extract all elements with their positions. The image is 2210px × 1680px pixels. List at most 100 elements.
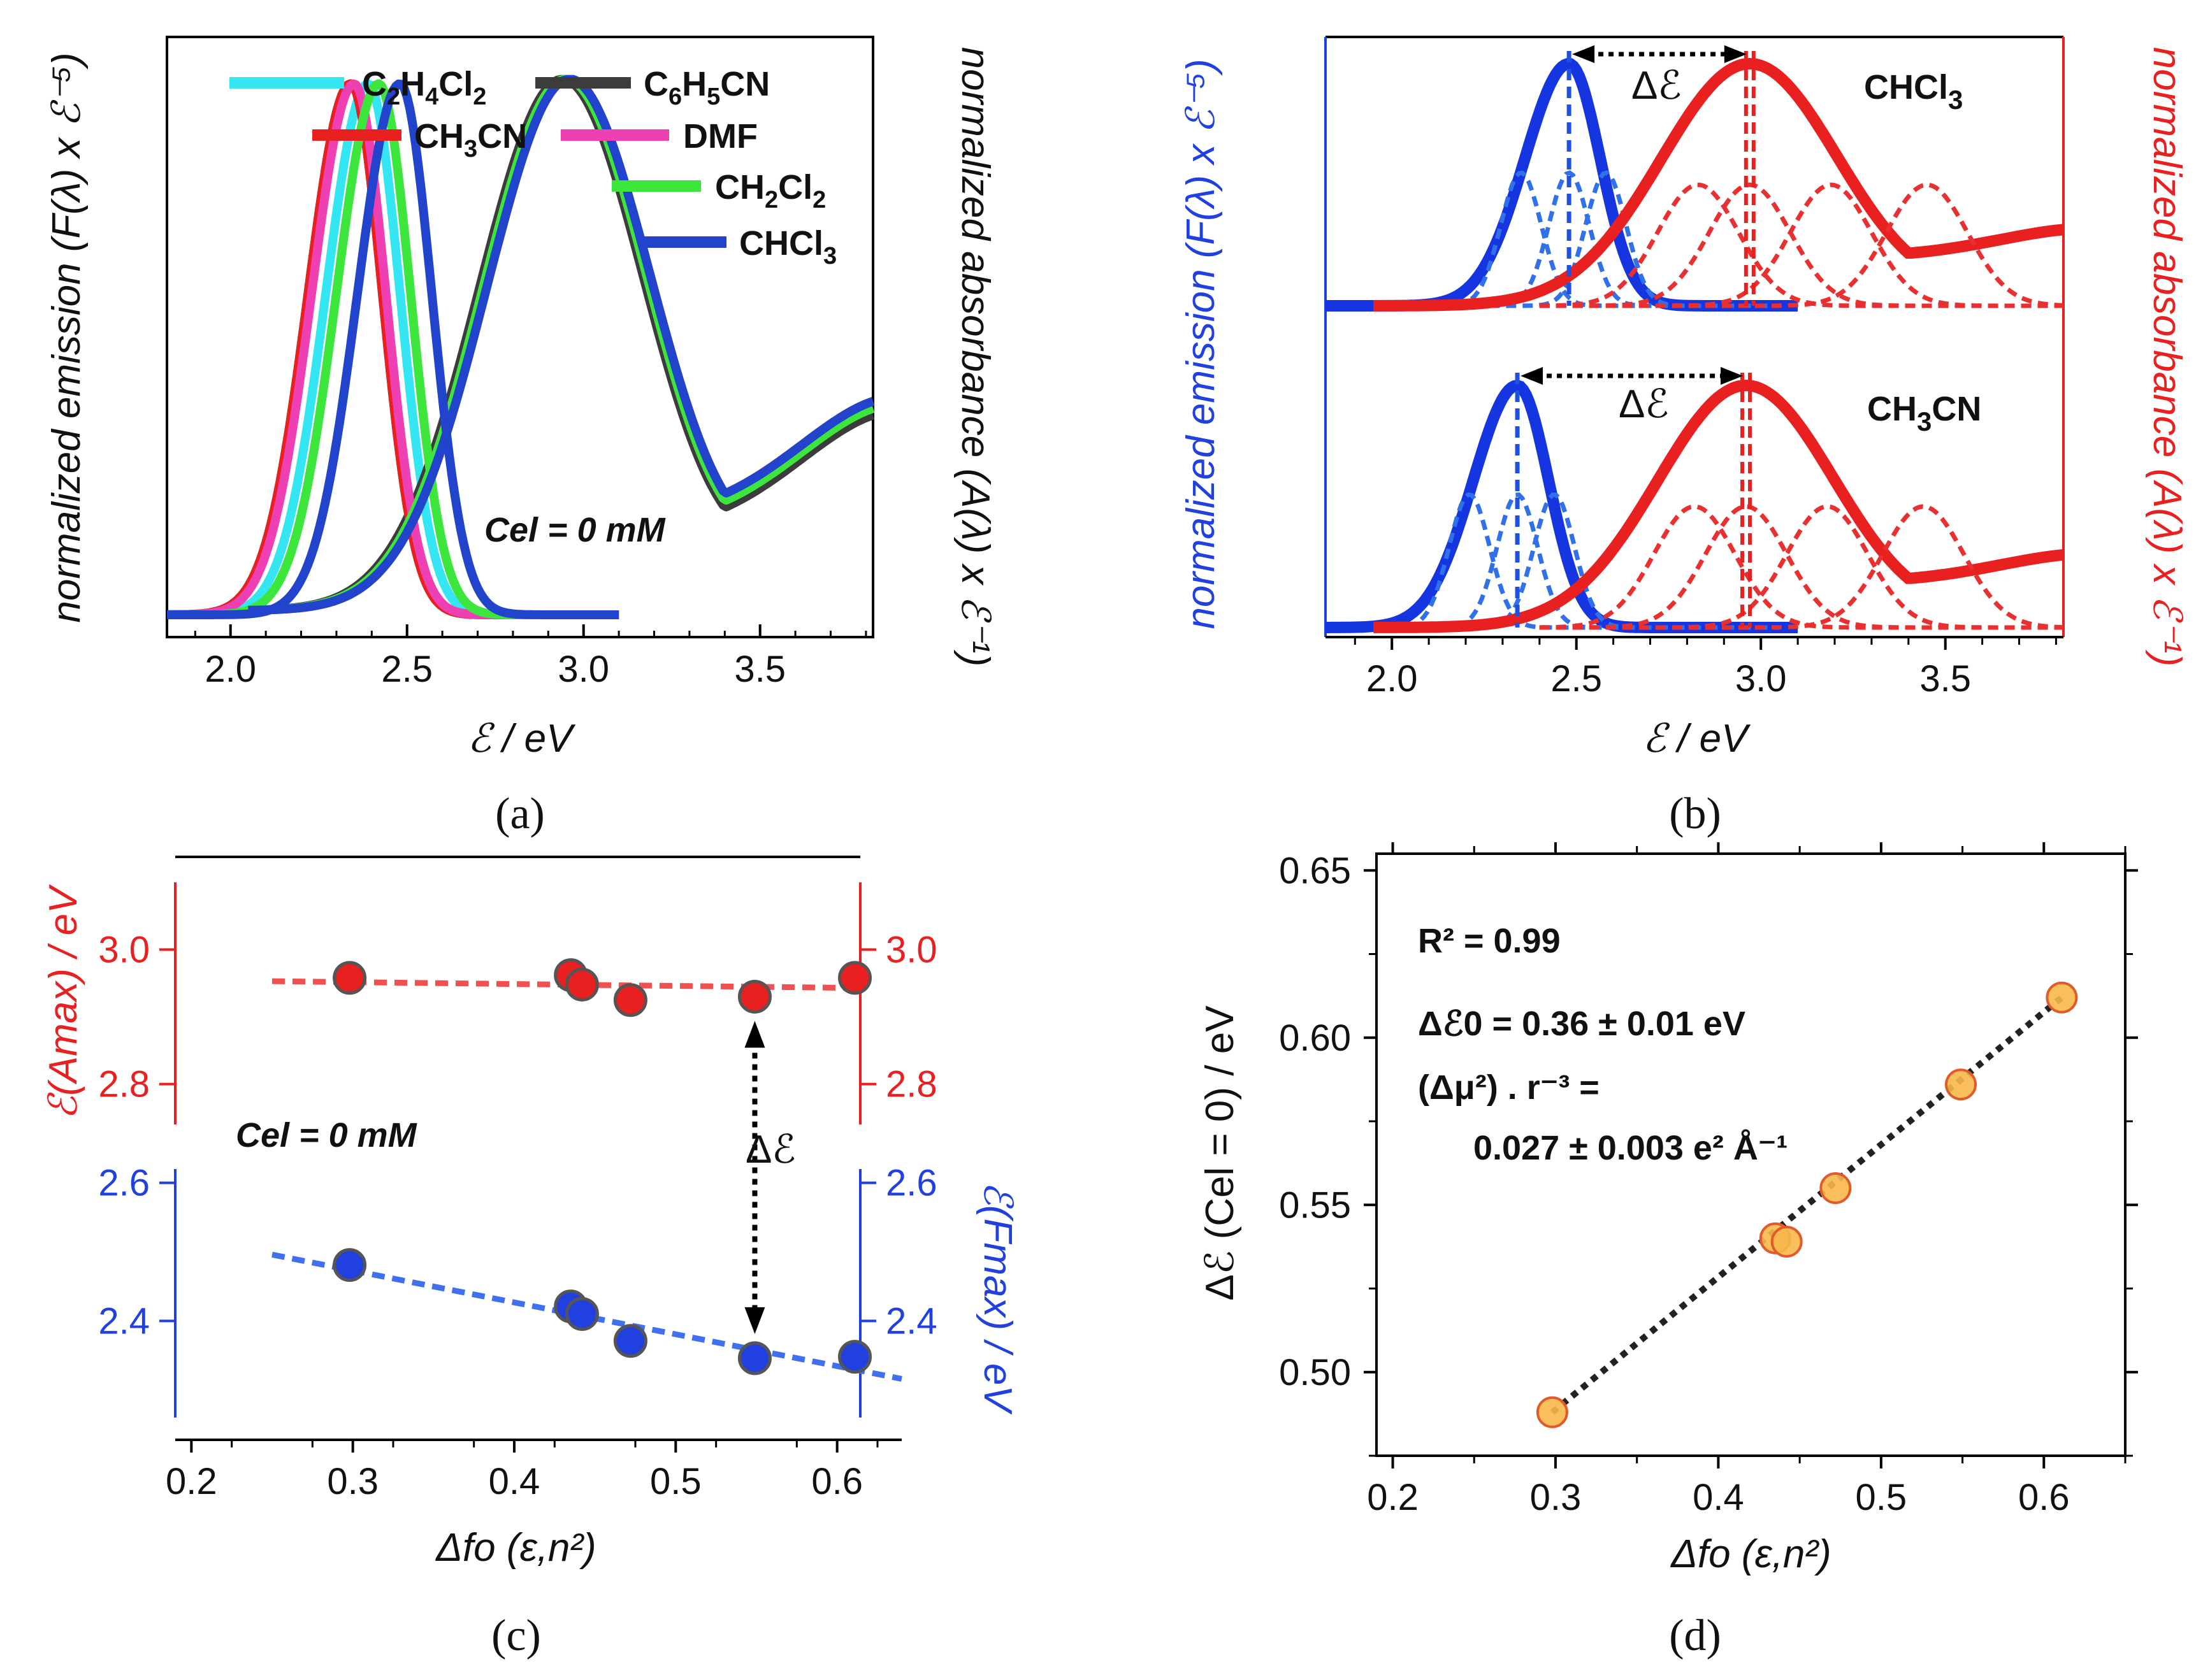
data-point-blue [737, 1341, 772, 1375]
legend-label-c2h4cl2: C2H4Cl2 [362, 65, 486, 110]
x-tick-label: 3.0 [1735, 658, 1787, 700]
data-point-red [565, 967, 599, 1002]
legend-label-ch2cl2: CH2Cl2 [715, 168, 826, 213]
emission-component [1373, 492, 1780, 630]
panel-b-bottom-delta-label: Δℰ [1619, 382, 1669, 426]
x-tick-label: 0.3 [1530, 1477, 1582, 1518]
data-point-red [838, 961, 872, 995]
delta-arrow-head [1572, 45, 1595, 63]
panel-a-emission-absorbance-chart: 2.0 2.5 3.0 3.5 C2H4Cl2 C6H5CN CH3CN DMF CH… [45, 36, 997, 838]
x-tick-label: 0.5 [650, 1461, 702, 1502]
panel-d-caption: (d) [1669, 1611, 1721, 1660]
y-tick-label: 0.50 [1279, 1352, 1351, 1393]
panel-d-x-label: Δfo (ε,n²) [1670, 1532, 1831, 1576]
y-tick-label: 0.60 [1279, 1017, 1351, 1059]
panel-c-annotation-cel: Cel = 0 mM [236, 1116, 417, 1154]
x-tick-label: 0.4 [489, 1461, 540, 1502]
x-tick-label: 0.6 [811, 1461, 863, 1502]
panel-b-top-solvent-label: CHCl3 [1864, 68, 1963, 115]
y-tick-label: 0.65 [1279, 850, 1351, 891]
x-tick-label: 2.0 [1366, 658, 1418, 700]
emission-component [1373, 492, 1780, 630]
y-tick-label-right: 2.6 [886, 1163, 937, 1204]
x-tick-label: 2.5 [381, 649, 433, 690]
legend-label-ch3cn: CH3CN [414, 117, 527, 162]
x-tick-label: 3.0 [558, 649, 609, 690]
y-tick-label-left: 2.4 [98, 1300, 150, 1342]
panel-a-x-ticks: 2.0 2.5 3.0 3.5 [194, 624, 867, 690]
panel-a-y-label-right: normalized absorbance (A(λ) x ℰ⁻¹) [953, 47, 997, 667]
panel-a-caption: (a) [495, 789, 545, 838]
absorbance-component [1539, 504, 2064, 630]
data-point [1945, 1068, 1977, 1101]
emission-component [1373, 492, 1780, 630]
panel-d-plot-frame [1375, 852, 2127, 1457]
delta-arrow-head [1721, 367, 1744, 385]
delta-arrow-head [1724, 45, 1747, 63]
panel-b-caption: (b) [1669, 789, 1721, 838]
panel-b-deconvolution-chart: 2.0 2.5 3.0 3.5 CHCl3 CH3CN Δℰ Δℰ ℰ / eV no… [1179, 36, 2189, 838]
emission-component [1373, 170, 1780, 308]
fit-line [1550, 994, 2064, 1415]
data-point-blue [613, 1324, 647, 1358]
data-point [2046, 981, 2078, 1014]
data-point-blue [565, 1297, 599, 1331]
legend-label-dmf: DMF [683, 117, 758, 155]
panel-d-r2-annotation: R² = 0.99 [1418, 922, 1561, 960]
y-tick-label-left: 2.6 [98, 1163, 150, 1204]
x-tick-label: 0.5 [1856, 1477, 1907, 1518]
fit-line-blue [271, 1251, 902, 1382]
emission-curve-chcl3 [165, 79, 621, 619]
delta-arrow-head [744, 1021, 765, 1048]
x-tick-label: 0.3 [327, 1461, 379, 1502]
absorbance-component [1539, 182, 2064, 308]
panel-b-x-ticks: 2.0 2.5 3.0 3.5 [1354, 637, 2057, 700]
y-tick-label: 0.55 [1279, 1184, 1351, 1226]
panel-b-bottom-solvent-label: CH3CN [1867, 390, 1981, 436]
panel-a-x-label: ℰ / eV [467, 717, 576, 761]
x-tick-label: 2.0 [205, 649, 256, 690]
delta-arrow-head [744, 1307, 765, 1334]
panel-c-peak-energy-chart: 2.8 2.83.0 3.02.4 2.42.6 2.60.2 0.3 0.4 0.5 0.6 … [41, 856, 1020, 1660]
y-tick-label-right: 3.0 [886, 930, 937, 971]
x-tick-label: 0.6 [2018, 1477, 2070, 1518]
x-tick-label: 0.2 [166, 1461, 217, 1502]
emission-component [1373, 170, 1780, 308]
panel-a-plot-frame [166, 36, 874, 638]
panel-c-y-label-bottom: ℰ(Fmax) / eV [976, 1181, 1020, 1415]
absorbance-fit-chcl3 [1373, 57, 2064, 312]
panel-c-delta-label: Δℰ [746, 1128, 796, 1172]
x-tick-label: 0.2 [1367, 1477, 1419, 1518]
y-tick-label-left: 3.0 [98, 930, 150, 971]
panel-d-y-label: Δℰ (Cel = 0) / eV [1198, 1005, 1242, 1301]
absorbance-fit-ch3cn [1373, 379, 2064, 633]
data-point [1536, 1396, 1568, 1428]
data-point-blue [838, 1340, 872, 1374]
panel-d-plot-area: 0.50 0.55 0.60 0.65 0.2 0.3 0.4 0.5 0.6 [1279, 842, 2138, 1518]
data-point-red [613, 983, 647, 1017]
panel-a-annotation-cel: Cel = 0 mM [484, 511, 666, 549]
data-point-red [737, 979, 772, 1014]
data-point-red [333, 961, 367, 995]
x-tick-label: 3.5 [734, 649, 786, 690]
y-tick-label-right: 2.4 [886, 1300, 937, 1342]
data-point [1770, 1226, 1803, 1258]
x-tick-label: 3.5 [1919, 658, 1971, 700]
panel-d-delta-energy-chart: 0.50 0.55 0.60 0.65 0.2 0.3 0.4 0.5 0.6 R² = 0.9… [1198, 842, 2138, 1660]
emission-component [1373, 170, 1780, 308]
data-point-blue [333, 1248, 367, 1282]
legend-label-chcl3: CHCl3 [739, 224, 837, 269]
panel-b-y-label-right: normalized absorbance (A(λ) x ℰ⁻¹) [2145, 47, 2189, 667]
panel-c-plot-area: 2.8 2.8 3.0 3.0 2.4 2.4 2.6 2.6 0.2 0.3 0.4 0.5 0.6 [98, 930, 937, 1502]
panel-c-caption: (c) [491, 1611, 541, 1660]
legend-label-c6h5cn: C6H5CN [644, 65, 770, 110]
panel-b-y-label-left: normalized emission (F(λ) x ℰ⁻⁵) [1179, 59, 1223, 629]
panel-d-dipole-line1: (Δμ²) . r⁻³ = [1418, 1068, 1600, 1107]
panel-c-y-label-top: ℰ(Amax) / eV [41, 884, 85, 1119]
panel-d-delta0-annotation: Δℰ0 = 0.36 ± 0.01 eV [1418, 1005, 1745, 1043]
x-tick-label: 0.4 [1693, 1477, 1744, 1518]
data-point [1819, 1172, 1852, 1204]
panel-c-x-label: Δfo (ε,n²) [435, 1526, 596, 1570]
y-tick-label-right: 2.8 [886, 1064, 937, 1105]
